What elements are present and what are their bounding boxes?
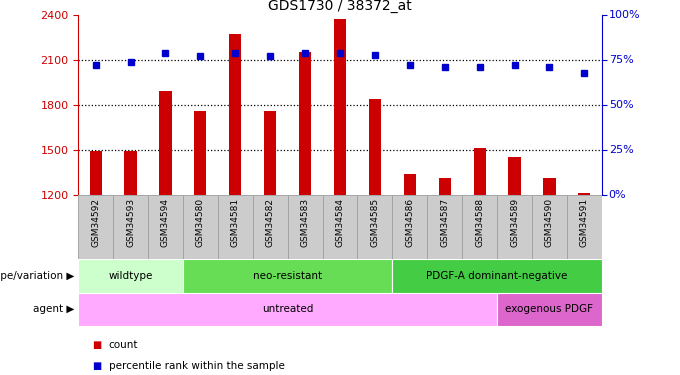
- Text: genotype/variation ▶: genotype/variation ▶: [0, 271, 75, 280]
- Text: GSM34589: GSM34589: [510, 198, 519, 248]
- Text: wildtype: wildtype: [108, 271, 153, 280]
- Text: agent ▶: agent ▶: [33, 304, 75, 314]
- Text: GSM34594: GSM34594: [161, 198, 170, 247]
- Text: neo-resistant: neo-resistant: [253, 271, 322, 280]
- Bar: [218, 195, 253, 259]
- Bar: [124, 152, 137, 195]
- Bar: [90, 152, 102, 195]
- Text: percentile rank within the sample: percentile rank within the sample: [109, 361, 285, 370]
- Bar: [567, 195, 602, 259]
- Text: 25%: 25%: [609, 145, 634, 155]
- Text: GSM34581: GSM34581: [231, 198, 240, 248]
- Bar: [543, 178, 556, 195]
- Bar: [578, 194, 590, 195]
- Text: GSM34591: GSM34591: [580, 198, 589, 248]
- Bar: [78, 195, 113, 259]
- Bar: [392, 259, 602, 292]
- Title: GDS1730 / 38372_at: GDS1730 / 38372_at: [268, 0, 412, 13]
- Text: PDGF-A dominant-negative: PDGF-A dominant-negative: [426, 271, 568, 280]
- Text: GSM34580: GSM34580: [196, 198, 205, 248]
- Bar: [532, 195, 567, 259]
- Bar: [183, 259, 392, 292]
- Bar: [159, 92, 171, 195]
- Text: 50%: 50%: [609, 100, 633, 110]
- Bar: [427, 195, 462, 259]
- Text: 75%: 75%: [609, 55, 634, 65]
- Bar: [473, 148, 486, 195]
- Bar: [392, 195, 427, 259]
- Bar: [322, 195, 358, 259]
- Bar: [229, 34, 241, 195]
- Bar: [369, 99, 381, 195]
- Text: GSM34588: GSM34588: [475, 198, 484, 248]
- Text: exogenous PDGF: exogenous PDGF: [505, 304, 594, 314]
- Text: GSM34587: GSM34587: [440, 198, 449, 248]
- Bar: [253, 195, 288, 259]
- Text: 0%: 0%: [609, 190, 626, 200]
- Text: ■: ■: [92, 361, 101, 370]
- Bar: [358, 195, 392, 259]
- Bar: [497, 195, 532, 259]
- Text: GSM34582: GSM34582: [266, 198, 275, 247]
- Bar: [183, 195, 218, 259]
- Bar: [194, 111, 207, 195]
- Bar: [509, 158, 521, 195]
- Bar: [439, 178, 451, 195]
- Bar: [497, 292, 602, 326]
- Text: GSM34592: GSM34592: [91, 198, 100, 247]
- Bar: [264, 111, 276, 195]
- Bar: [462, 195, 497, 259]
- Bar: [113, 195, 148, 259]
- Text: GSM34584: GSM34584: [335, 198, 345, 247]
- Text: ■: ■: [92, 340, 101, 350]
- Bar: [334, 20, 346, 195]
- Text: 100%: 100%: [609, 10, 641, 20]
- Text: untreated: untreated: [262, 304, 313, 314]
- Text: GSM34586: GSM34586: [405, 198, 414, 248]
- Bar: [404, 174, 416, 195]
- Bar: [78, 259, 183, 292]
- Bar: [299, 53, 311, 195]
- Text: GSM34583: GSM34583: [301, 198, 309, 248]
- Bar: [78, 292, 497, 326]
- Text: GSM34585: GSM34585: [371, 198, 379, 248]
- Text: GSM34593: GSM34593: [126, 198, 135, 248]
- Text: GSM34590: GSM34590: [545, 198, 554, 248]
- Bar: [148, 195, 183, 259]
- Bar: [288, 195, 322, 259]
- Text: count: count: [109, 340, 138, 350]
